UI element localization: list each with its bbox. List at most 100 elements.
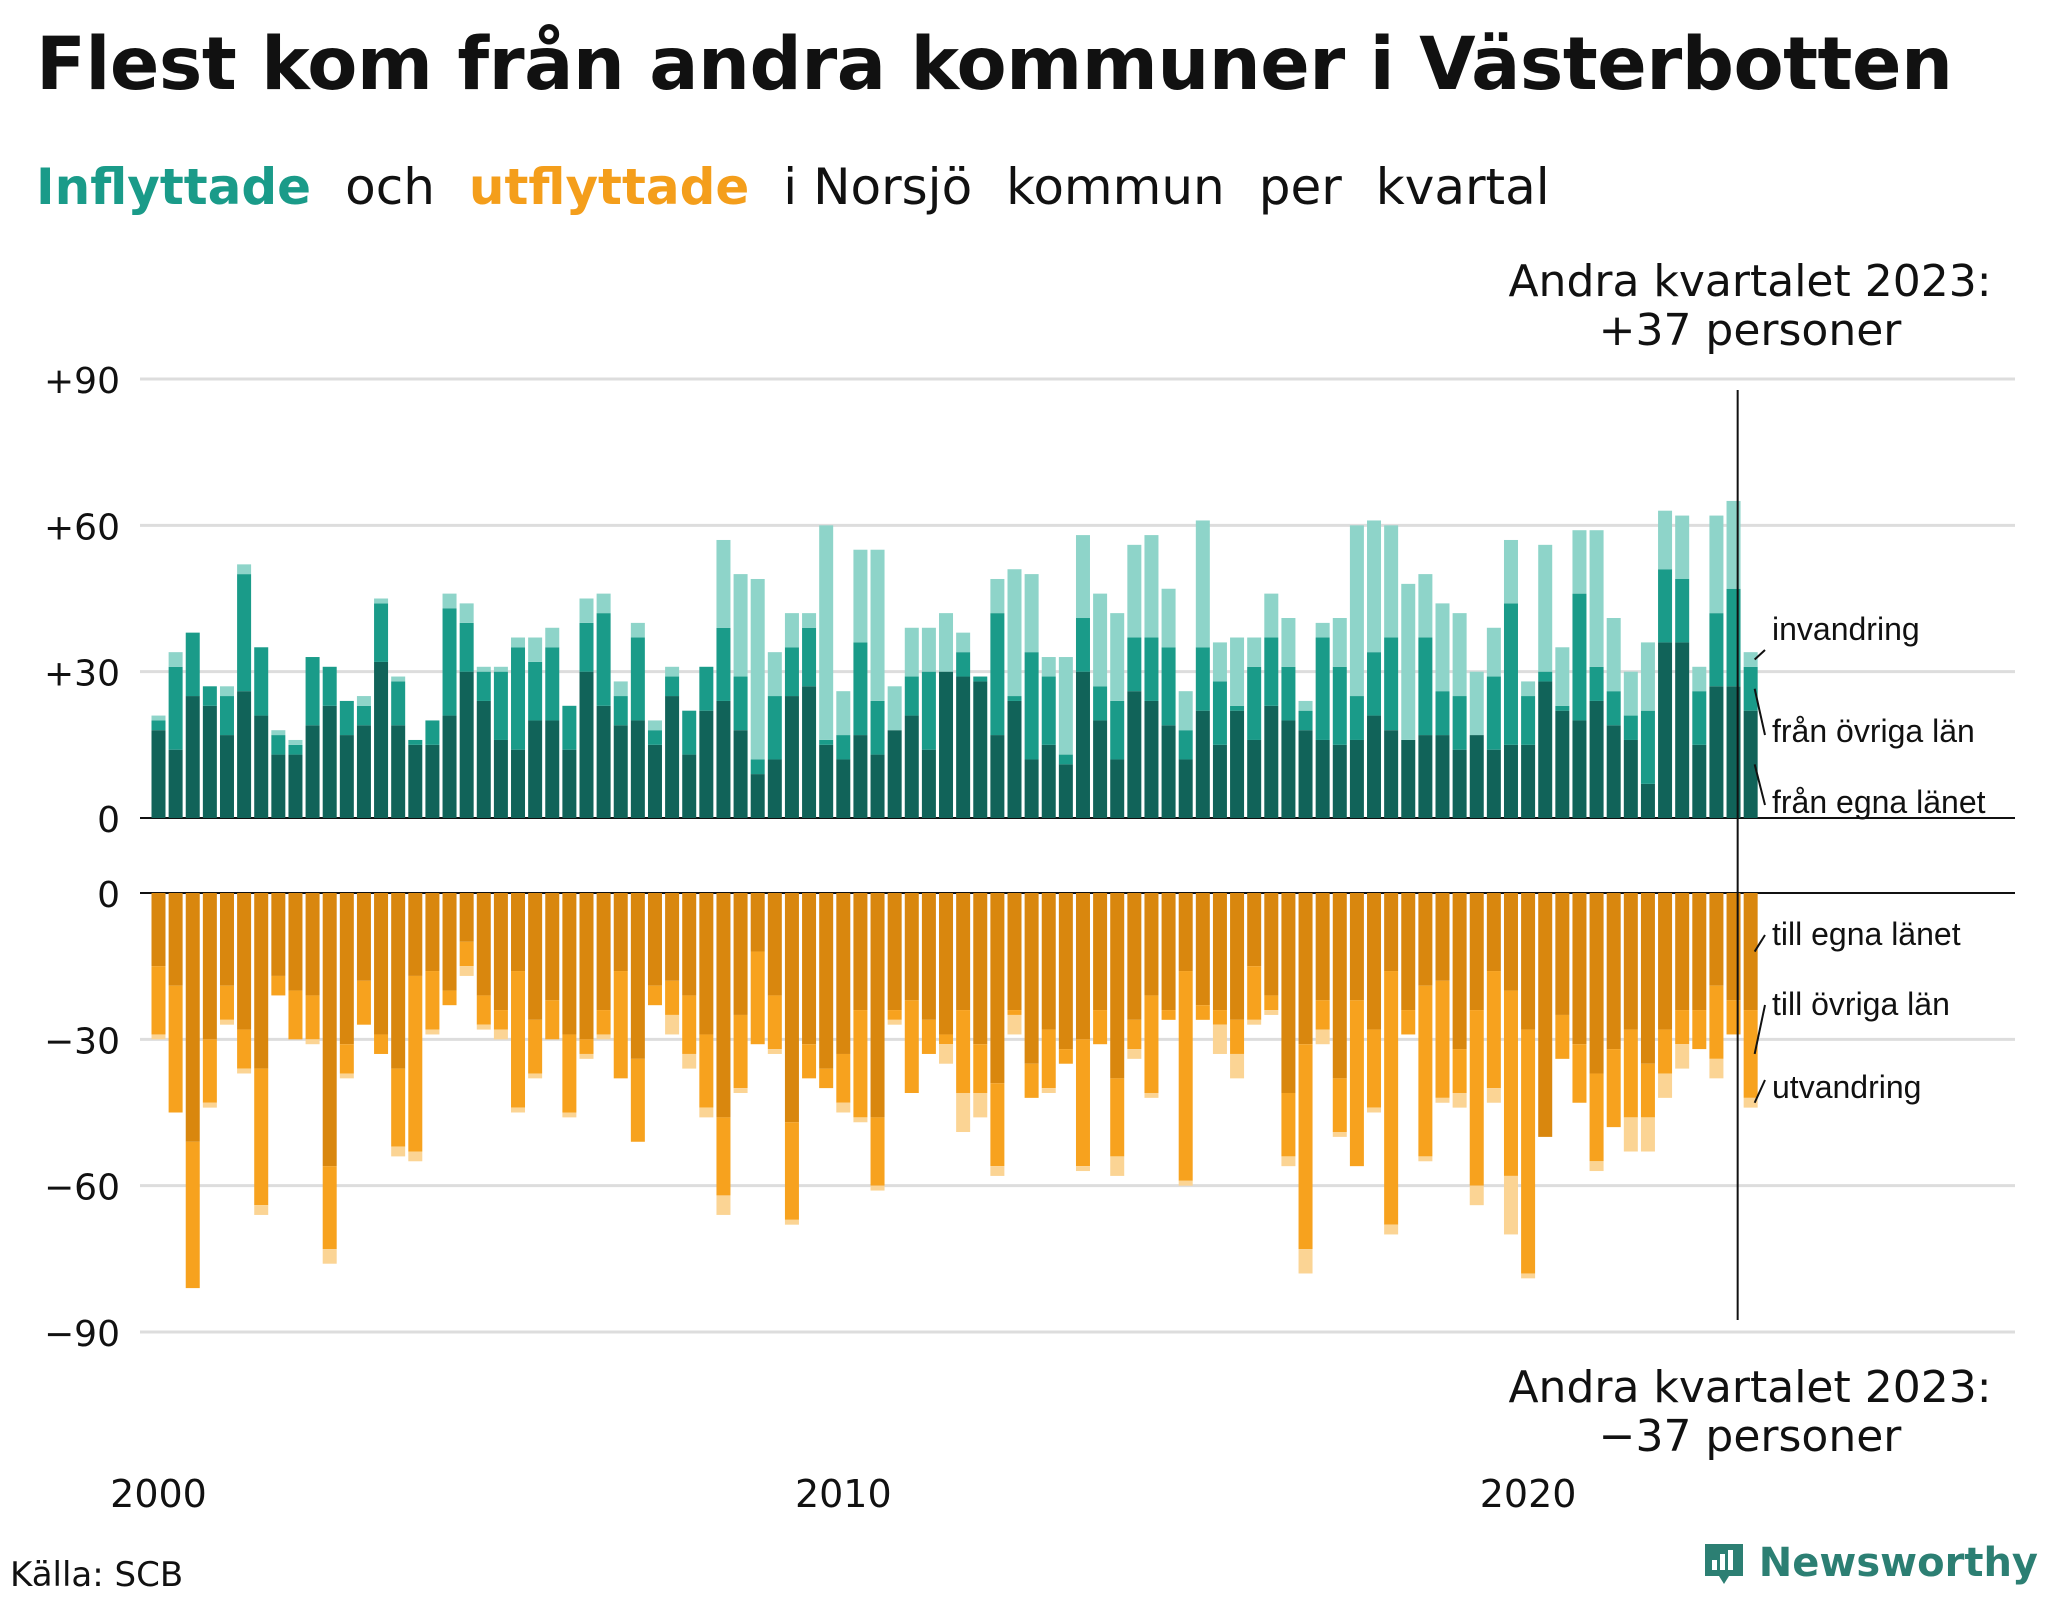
bar-out-2008K1-2 (699, 1107, 714, 1118)
bar-out-2010K3-1 (870, 1117, 885, 1186)
bar-out-2005K4-0 (545, 893, 560, 1001)
series-leader-line (1753, 1079, 1766, 1104)
bar-out-2022K3-0 (1692, 893, 1707, 1011)
bar-out-2018K2-1 (1401, 1010, 1416, 1035)
bar-out-2010K3-2 (870, 1185, 885, 1191)
bar-in-2001K4-0 (271, 754, 286, 818)
bar-out-2010K2-1 (853, 1010, 868, 1118)
bar-in-2010K1-1 (836, 735, 851, 760)
bar-in-2005K3-2 (528, 637, 543, 662)
bar-in-2018K4-1 (1435, 691, 1450, 736)
bar-in-2007K2-1 (647, 730, 662, 745)
bar-in-2003K1-2 (356, 696, 371, 706)
bar-out-2004K4-2 (476, 1024, 491, 1030)
bar-in-2006K2-1 (579, 622, 594, 672)
bar-in-2002K2-1 (305, 657, 320, 726)
bar-in-2008K2-0 (716, 700, 731, 818)
bar-in-2018K1-0 (1384, 730, 1399, 818)
bar-out-2008K2-2 (716, 1195, 731, 1215)
bar-in-2000K3-1 (185, 632, 200, 697)
bar-out-2016K4-0 (1298, 893, 1313, 1045)
bar-in-2007K3-1 (665, 676, 680, 697)
bar-out-2015K3-1 (1212, 1010, 1227, 1025)
bar-out-2023K2-0 (1743, 893, 1758, 1011)
bar-out-2009K1-1 (767, 995, 782, 1050)
bar-in-2001K1-0 (219, 735, 234, 818)
bar-out-2010K1-1 (836, 1053, 851, 1103)
bar-out-2003K2-0 (374, 893, 389, 1035)
bar-in-2022K4-2 (1709, 515, 1724, 614)
bar-in-2020K2-0 (1538, 681, 1553, 818)
bar-in-2002K3-1 (322, 666, 337, 706)
bar-out-2006K1-2 (562, 1112, 577, 1118)
bar-out-2005K3-1 (528, 1019, 543, 1074)
bar-out-2015K4-1 (1230, 1019, 1245, 1054)
bar-in-2011K4-2 (956, 632, 971, 653)
bar-out-2018K1-0 (1384, 893, 1399, 972)
bar-in-2021K1-1 (1589, 666, 1604, 701)
bar-out-2021K1-0 (1589, 893, 1604, 1074)
bar-in-2021K1-0 (1589, 700, 1604, 818)
bar-in-2004K4-1 (476, 671, 491, 701)
bar-in-2007K2-0 (647, 744, 662, 818)
bar-in-2018K1-2 (1384, 525, 1399, 638)
bar-out-2018K3-0 (1418, 893, 1433, 986)
bar-out-2004K3-1 (459, 941, 474, 967)
bar-out-2017K1-0 (1315, 893, 1330, 1001)
bar-in-2020K2-2 (1538, 544, 1553, 672)
bar-out-2006K4-0 (613, 893, 628, 972)
bar-in-2020K1-2 (1521, 681, 1536, 697)
y-tick-label-in: 0 (97, 800, 120, 841)
subtitle-utflyttade: utflyttade (468, 158, 750, 216)
bar-in-2016K4-0 (1298, 730, 1313, 818)
bar-in-2016K2-1 (1264, 637, 1279, 706)
bar-in-2004K2-0 (442, 715, 457, 818)
series-label: från övriga län (1772, 713, 1975, 749)
bar-out-2002K4-0 (339, 893, 354, 1045)
bar-out-2022K2-2 (1675, 1044, 1690, 1069)
bar-out-2009K3-1 (802, 1044, 817, 1079)
bar-out-2013K2-0 (1058, 893, 1073, 1050)
bar-out-2018K1-1 (1384, 971, 1399, 1225)
subtitle-kommun: kommun (1006, 158, 1225, 216)
bar-out-2000K4-1 (202, 1039, 217, 1103)
bar-in-2022K1-0 (1658, 642, 1673, 818)
bar-out-2000K2-0 (168, 893, 183, 986)
bar-out-2018K2-0 (1401, 893, 1416, 1011)
bar-in-2007K1-0 (630, 720, 645, 818)
bar-in-2022K1-1 (1658, 569, 1673, 643)
bar-out-2021K1-1 (1589, 1073, 1604, 1162)
bar-in-2021K4-1 (1640, 710, 1655, 784)
bar-in-2012K2-2 (990, 578, 1005, 614)
bar-out-2010K4-0 (887, 893, 902, 1011)
bar-out-2005K4-1 (545, 1000, 560, 1040)
bar-in-2004K3-0 (459, 671, 474, 818)
bar-out-2000K4-0 (202, 893, 217, 1040)
bar-out-2003K3-2 (391, 1146, 406, 1157)
bar-in-2013K1-1 (1041, 676, 1056, 745)
bar-in-2002K1-1 (288, 744, 303, 755)
series-labels: invandring från övriga län från egna länet… (1753, 611, 1986, 1105)
bar-in-2022K3-2 (1692, 666, 1707, 692)
bar-in-2017K4-1 (1367, 652, 1382, 716)
bar-out-2007K4-1 (682, 995, 697, 1054)
bar-out-2014K4-0 (1161, 893, 1176, 1011)
bar-out-2004K1-1 (425, 971, 440, 1030)
bar-in-2015K1-2 (1178, 691, 1193, 731)
bar-out-2021K4-0 (1640, 893, 1655, 1064)
bar-in-2010K3-0 (870, 754, 885, 818)
newsworthy-icon (1704, 1544, 1743, 1584)
bar-out-2013K3-2 (1075, 1166, 1090, 1172)
bar-out-2015K1-1 (1178, 971, 1193, 1181)
subtitle-kvartal: kvartal (1375, 158, 1550, 216)
bar-in-2017K3-2 (1349, 525, 1364, 697)
bar-in-2014K2-1 (1127, 637, 1142, 692)
bar-out-2017K4-0 (1367, 893, 1382, 1030)
bar-in-2012K1-1 (973, 676, 988, 682)
bar-out-2004K2-1 (442, 990, 457, 1006)
bar-in-2008K4-2 (750, 578, 765, 760)
bar-out-2021K1-2 (1589, 1161, 1604, 1172)
bar-in-2003K1-0 (356, 725, 371, 818)
bar-out-2014K3-1 (1144, 995, 1159, 1093)
inflow-bars (151, 500, 1758, 818)
